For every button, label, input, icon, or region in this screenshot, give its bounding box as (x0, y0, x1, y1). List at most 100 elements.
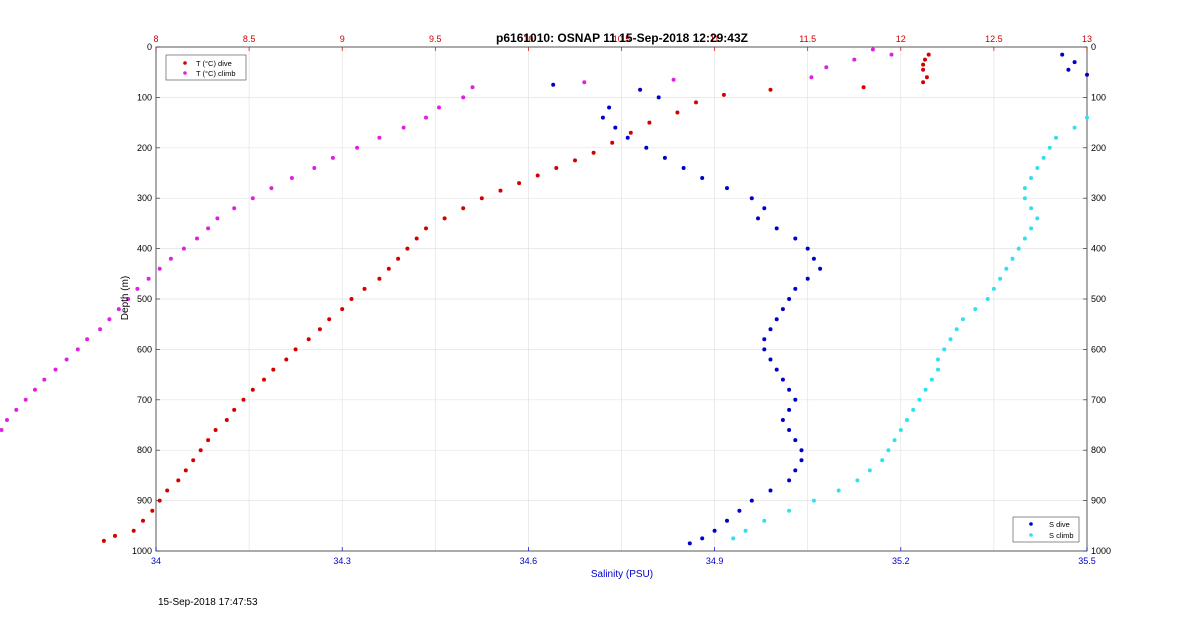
bottom-x-tick-label: 34.9 (706, 556, 724, 566)
y-tick-label-left: 600 (137, 344, 152, 354)
y-tick-label-right: 900 (1091, 496, 1106, 506)
s-dive-point (805, 276, 810, 281)
t-dive-point (262, 377, 266, 382)
s-dive-point (793, 468, 798, 473)
s-dive-point (700, 536, 705, 541)
t-dive-point (183, 468, 188, 473)
s-climb-point (991, 286, 996, 291)
s-dive-point (768, 488, 773, 493)
t-dive-point (721, 92, 726, 97)
top-x-tick-label: 8 (153, 34, 158, 44)
y-tick-label-right: 0 (1091, 42, 1096, 52)
top-x-tick-label: 10 (523, 34, 533, 44)
top-x-tick-label: 12 (896, 34, 906, 44)
t-dive-point (241, 397, 246, 402)
s-dive-point (712, 528, 717, 533)
t-climb-point (809, 75, 814, 80)
t-climb-point (116, 307, 121, 312)
s-dive-point (774, 226, 779, 231)
t-climb-point (312, 166, 317, 170)
t-dive-point (362, 286, 367, 291)
y-tick-label-left: 100 (137, 92, 152, 102)
s-climb-point (836, 488, 841, 493)
t-climb-point (232, 206, 237, 211)
legend-box (165, 54, 247, 81)
chart-title: p6161010: OSNAP 11 15-Sep-2018 12:29:43Z (496, 31, 748, 45)
t-climb-point (98, 327, 103, 332)
legend-marker-t-climb (183, 71, 187, 75)
s-dive-point (787, 297, 792, 301)
bottom-x-tick-label: 35.2 (892, 556, 910, 566)
t-dive-point (861, 85, 866, 90)
t-dive-point (176, 478, 181, 483)
legend-label-t-climb: T (°C) climb (196, 69, 236, 78)
y-tick-label-right: 500 (1091, 294, 1106, 304)
t-climb-point (269, 186, 274, 191)
s-dive-point (638, 87, 643, 92)
s-dive-point (762, 206, 767, 211)
legend-box (1012, 516, 1080, 543)
y-tick-label-right: 400 (1091, 244, 1106, 254)
t-dive-point (386, 266, 391, 271)
s-dive-point (607, 105, 612, 110)
t-dive-point (442, 216, 447, 221)
s-climb-point (1022, 186, 1027, 191)
t-dive-point (924, 75, 929, 80)
s-dive-point (793, 397, 798, 402)
t-climb-point (0, 428, 4, 432)
t-dive-point (694, 100, 698, 105)
top-x-tick-label: 11 (710, 34, 719, 44)
bottom-x-tick-label: 34.6 (520, 556, 538, 566)
t-climb-point (852, 57, 857, 62)
t-climb-point (64, 357, 69, 362)
s-dive-point (700, 176, 705, 180)
s-dive-point (551, 82, 556, 87)
s-climb-point (936, 357, 940, 362)
s-dive-point (687, 541, 692, 546)
y-tick-label-left: 500 (137, 294, 152, 304)
s-dive-point (749, 498, 754, 503)
top-x-tick-label: 13 (1082, 34, 1092, 44)
t-dive-point (327, 317, 332, 322)
t-climb-point (14, 407, 19, 412)
s-climb-point (1085, 115, 1089, 120)
t-dive-point (461, 206, 466, 211)
s-climb-point (1054, 135, 1058, 140)
t-climb-point (870, 47, 875, 52)
s-climb-point (1016, 246, 1021, 251)
s-climb-point (1022, 196, 1027, 201)
s-dive-point (811, 256, 816, 261)
t-dive-point (141, 518, 145, 523)
s-climb-point (998, 276, 1003, 281)
s-climb-point (1029, 226, 1034, 231)
legend-marker-s-climb (1029, 533, 1033, 537)
s-climb-point (1004, 266, 1009, 271)
t-dive-point (405, 246, 410, 251)
t-dive-point (610, 140, 615, 145)
t-climb-point (330, 155, 335, 160)
s-dive-point (793, 438, 798, 443)
x-axis-label: Salinity (PSU) (591, 569, 653, 580)
legend-salinity: S dive S climb (1012, 516, 1080, 543)
t-dive-point (293, 347, 298, 352)
t-dive-point (317, 327, 322, 332)
s-dive-point (787, 407, 792, 412)
s-dive-point (799, 448, 804, 453)
top-x-tick-label: 9 (340, 34, 345, 44)
s-climb-point (855, 478, 860, 483)
top-x-tick-label: 10.5 (613, 34, 631, 44)
t-climb-point (135, 286, 140, 291)
t-climb-point (889, 52, 894, 57)
s-dive-point (662, 155, 667, 160)
t-climb-point (289, 176, 294, 180)
s-climb-point (1072, 125, 1077, 130)
s-dive-point (787, 428, 792, 432)
s-dive-point (774, 367, 779, 372)
y-tick-label-left: 800 (137, 445, 152, 455)
s-climb-point (948, 337, 953, 342)
s-dive-point (787, 387, 792, 392)
t-dive-point (591, 150, 596, 155)
t-dive-point (926, 52, 931, 57)
y-tick-label-right: 1000 (1091, 546, 1111, 556)
t-dive-point (675, 110, 680, 115)
